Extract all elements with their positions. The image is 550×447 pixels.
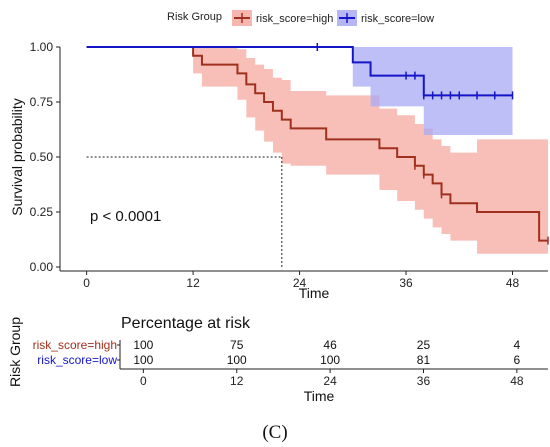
risk-cell: 100 bbox=[320, 353, 340, 367]
risk-cell: 81 bbox=[417, 353, 431, 367]
risk-row-label: risk_score=low bbox=[37, 353, 117, 367]
risk-x-tick-label: 36 bbox=[417, 374, 431, 388]
x-tick-label: 36 bbox=[399, 276, 413, 290]
risk-cell: 25 bbox=[417, 338, 431, 352]
legend-entry: risk_score=low bbox=[361, 13, 434, 25]
x-tick-label: 24 bbox=[293, 276, 307, 290]
y-tick-label: 0.25 bbox=[30, 205, 54, 219]
x-tick-label: 48 bbox=[506, 276, 520, 290]
risk-x-tick-label: 48 bbox=[510, 374, 524, 388]
x-axis-title: Time bbox=[299, 285, 330, 301]
y-tick-label: 0.00 bbox=[30, 260, 54, 274]
legend-title: Risk Group bbox=[167, 11, 222, 23]
ci-band-riskscorelow bbox=[86, 47, 513, 135]
risk-x-tick-label: 12 bbox=[230, 374, 244, 388]
risk-cell: 75 bbox=[230, 338, 244, 352]
risk-table-y-title: Risk Group bbox=[7, 317, 23, 387]
legend: Risk Group risk_score=high risk_score=low bbox=[167, 10, 434, 26]
risk-table-x-title: Time bbox=[304, 388, 335, 404]
panel-label: (C) bbox=[262, 422, 287, 443]
risk-cell: 6 bbox=[514, 353, 521, 367]
risk-cell: 100 bbox=[227, 353, 247, 367]
risk-row-label: risk_score=high bbox=[33, 338, 117, 352]
y-tick-label: 0.75 bbox=[30, 95, 54, 109]
survival-curve-riskscorehigh bbox=[86, 46, 548, 242]
risk-cell: 46 bbox=[323, 338, 337, 352]
y-tick-label: 0.50 bbox=[30, 150, 54, 164]
risk-x-tick-label: 0 bbox=[140, 374, 147, 388]
y-tick-label: 1.00 bbox=[30, 40, 54, 54]
risk-table-title: Percentage at risk bbox=[121, 315, 251, 332]
risk-cell: 4 bbox=[514, 338, 521, 352]
risk-cell: 100 bbox=[133, 338, 153, 352]
risk-cell: 100 bbox=[133, 353, 153, 367]
y-axis-title: Survival probability bbox=[9, 98, 25, 216]
legend-entry: risk_score=high bbox=[256, 13, 333, 25]
x-tick-label: 12 bbox=[186, 276, 200, 290]
x-tick-label: 0 bbox=[83, 276, 90, 290]
risk-x-tick-label: 24 bbox=[323, 374, 337, 388]
p-value-label: p < 0.0001 bbox=[90, 208, 161, 225]
ci-band-riskscorehigh bbox=[86, 47, 549, 254]
